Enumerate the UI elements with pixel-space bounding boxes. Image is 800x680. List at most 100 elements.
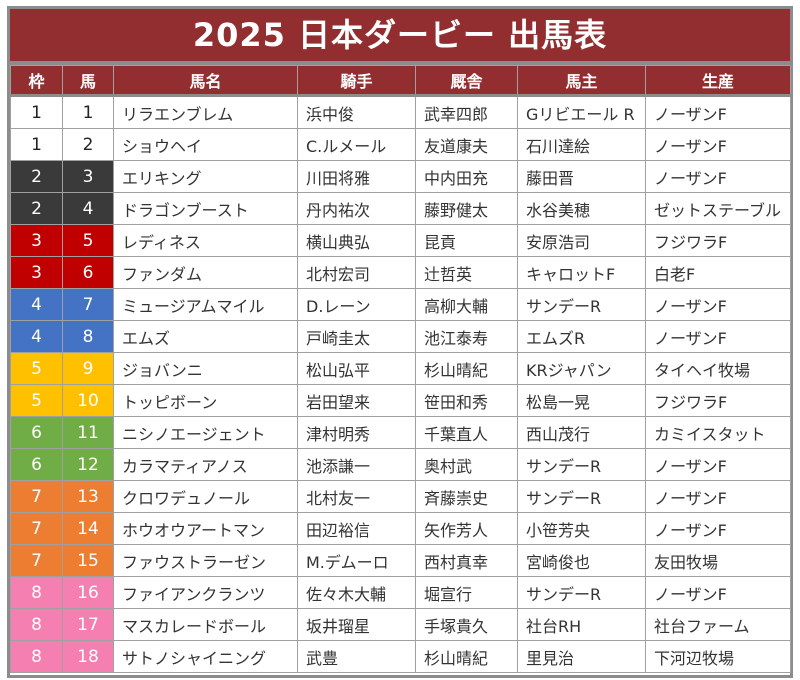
jockey: 戸崎圭太 bbox=[297, 320, 416, 353]
horse-name: カラマティアノス bbox=[113, 448, 298, 481]
breeder: カミイスタット bbox=[645, 416, 791, 449]
owner: 小笹芳央 bbox=[517, 512, 646, 545]
owner: 宮崎俊也 bbox=[517, 544, 646, 577]
trainer: 手塚貴久 bbox=[415, 608, 518, 641]
owner: 水谷美穂 bbox=[517, 192, 646, 225]
jockey: M.デムーロ bbox=[297, 544, 416, 577]
umaban-cell: 4 bbox=[62, 192, 114, 225]
trainer: 高柳大輔 bbox=[415, 288, 518, 321]
owner: 石川達絵 bbox=[517, 128, 646, 161]
race-card: 2025 日本ダービー 出馬表 枠 馬 馬名 騎手 厩舎 馬主 生産 1 1 リラエ… bbox=[7, 6, 793, 678]
owner: 安原浩司 bbox=[517, 224, 646, 257]
umaban-cell: 10 bbox=[62, 384, 114, 417]
horse-name: ドラゴンブースト bbox=[113, 192, 298, 225]
owner: Gリビエール R bbox=[517, 94, 646, 129]
horse-name: レディネス bbox=[113, 224, 298, 257]
horse-name: ニシノエージェント bbox=[113, 416, 298, 449]
umaban-cell: 18 bbox=[62, 640, 114, 673]
owner: サンデーR bbox=[517, 288, 646, 321]
owner: 里見治 bbox=[517, 640, 646, 673]
umaban-cell: 12 bbox=[62, 448, 114, 481]
waku-cell: 2 bbox=[10, 160, 63, 193]
horse-name: ホウオウアートマン bbox=[113, 512, 298, 545]
owner: KRジャパン bbox=[517, 352, 646, 385]
horse-name: ショウヘイ bbox=[113, 128, 298, 161]
breeder: 友田牧場 bbox=[645, 544, 791, 577]
table-row: 5 9 ジョバンニ 松山弘平 杉山晴紀 KRジャパン タイヘイ牧場 bbox=[10, 352, 791, 385]
umaban-cell: 2 bbox=[62, 128, 114, 161]
jockey: 岩田望来 bbox=[297, 384, 416, 417]
owner: エムズR bbox=[517, 320, 646, 353]
waku-cell: 6 bbox=[10, 448, 63, 481]
umaban-cell: 16 bbox=[62, 576, 114, 609]
owner: サンデーR bbox=[517, 480, 646, 513]
waku-cell: 8 bbox=[10, 640, 63, 673]
col-owner: 馬主 bbox=[517, 65, 646, 96]
trainer: 堀宣行 bbox=[415, 576, 518, 609]
waku-cell: 1 bbox=[10, 128, 63, 161]
breeder: ゼットステーブル bbox=[645, 192, 791, 225]
col-horse: 馬名 bbox=[113, 65, 298, 96]
owner: 西山茂行 bbox=[517, 416, 646, 449]
trainer: 斉藤崇史 bbox=[415, 480, 518, 513]
trainer: 奥村武 bbox=[415, 448, 518, 481]
waku-cell: 7 bbox=[10, 544, 63, 577]
umaban-cell: 11 bbox=[62, 416, 114, 449]
jockey: 坂井瑠星 bbox=[297, 608, 416, 641]
jockey: 北村宏司 bbox=[297, 256, 416, 289]
jockey: 武豊 bbox=[297, 640, 416, 673]
trainer: 西村真幸 bbox=[415, 544, 518, 577]
jockey: 丹内祐次 bbox=[297, 192, 416, 225]
waku-cell: 7 bbox=[10, 480, 63, 513]
waku-cell: 7 bbox=[10, 512, 63, 545]
trainer: 杉山晴紀 bbox=[415, 640, 518, 673]
horse-name: トッピボーン bbox=[113, 384, 298, 417]
owner: サンデーR bbox=[517, 448, 646, 481]
table-row: 6 12 カラマティアノス 池添謙一 奥村武 サンデーR ノーザンF bbox=[10, 448, 791, 481]
horse-name: マスカレードボール bbox=[113, 608, 298, 641]
table-row: 6 11 ニシノエージェント 津村明秀 千葉直人 西山茂行 カミイスタット bbox=[10, 416, 791, 449]
umaban-cell: 9 bbox=[62, 352, 114, 385]
umaban-cell: 8 bbox=[62, 320, 114, 353]
breeder: フジワラF bbox=[645, 384, 791, 417]
waku-cell: 2 bbox=[10, 192, 63, 225]
umaban-cell: 15 bbox=[62, 544, 114, 577]
table-row: 7 13 クロワデュノール 北村友一 斉藤崇史 サンデーR ノーザンF bbox=[10, 480, 791, 513]
horse-name: ジョバンニ bbox=[113, 352, 298, 385]
jockey: 津村明秀 bbox=[297, 416, 416, 449]
table-row: 2 4 ドラゴンブースト 丹内祐次 藤野健太 水谷美穂 ゼットステーブル bbox=[10, 192, 791, 225]
waku-cell: 3 bbox=[10, 256, 63, 289]
waku-cell: 4 bbox=[10, 288, 63, 321]
header-row: 枠 馬 馬名 騎手 厩舎 馬主 生産 bbox=[10, 65, 791, 96]
breeder: 白老F bbox=[645, 256, 791, 289]
table-row: 3 5 レディネス 横山典弘 昆貢 安原浩司 フジワラF bbox=[10, 224, 791, 257]
trainer: 辻哲英 bbox=[415, 256, 518, 289]
horse-name: エムズ bbox=[113, 320, 298, 353]
breeder: ノーザンF bbox=[645, 480, 791, 513]
trainer: 杉山晴紀 bbox=[415, 352, 518, 385]
table-row: 1 2 ショウヘイ C.ルメール 友道康夫 石川達絵 ノーザンF bbox=[10, 128, 791, 161]
trainer: 矢作芳人 bbox=[415, 512, 518, 545]
jockey: 浜中俊 bbox=[297, 94, 416, 129]
breeder: ノーザンF bbox=[645, 288, 791, 321]
table-row: 3 6 ファンダム 北村宏司 辻哲英 キャロットF 白老F bbox=[10, 256, 791, 289]
umaban-cell: 7 bbox=[62, 288, 114, 321]
umaban-cell: 5 bbox=[62, 224, 114, 257]
breeder: ノーザンF bbox=[645, 320, 791, 353]
umaban-cell: 13 bbox=[62, 480, 114, 513]
col-jockey: 騎手 bbox=[297, 65, 416, 96]
col-umaban: 馬 bbox=[62, 65, 114, 96]
owner: キャロットF bbox=[517, 256, 646, 289]
trainer: 友道康夫 bbox=[415, 128, 518, 161]
col-waku: 枠 bbox=[10, 65, 63, 96]
waku-cell: 1 bbox=[10, 94, 63, 129]
waku-cell: 8 bbox=[10, 608, 63, 641]
breeder: タイヘイ牧場 bbox=[645, 352, 791, 385]
trainer: 池江泰寿 bbox=[415, 320, 518, 353]
jockey: 田辺裕信 bbox=[297, 512, 416, 545]
table-row: 4 7 ミュージアムマイル D.レーン 高柳大輔 サンデーR ノーザンF bbox=[10, 288, 791, 321]
jockey: 池添謙一 bbox=[297, 448, 416, 481]
horse-name: ファンダム bbox=[113, 256, 298, 289]
owner: 藤田晋 bbox=[517, 160, 646, 193]
jockey: 北村友一 bbox=[297, 480, 416, 513]
